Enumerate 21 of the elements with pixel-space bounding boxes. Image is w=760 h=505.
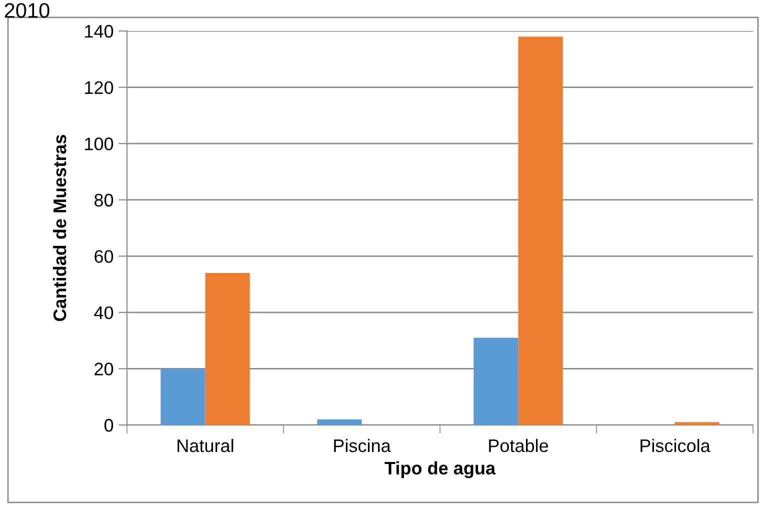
x-axis-title: Tipo de agua — [384, 461, 496, 478]
bar — [674, 422, 720, 425]
y-tick-label: 100 — [85, 138, 114, 150]
x-tick-label: Piscina — [334, 438, 391, 452]
bar — [518, 36, 563, 425]
bar — [474, 338, 518, 425]
y-tick-label: 140 — [85, 24, 114, 38]
bar — [205, 273, 250, 425]
x-tick-label: Natural — [178, 438, 234, 452]
y-tick-label: 80 — [94, 194, 114, 207]
x-tick-label: Potable — [489, 438, 548, 452]
y-tick-label: 0 — [104, 418, 114, 432]
x-tick-label: Piscicola — [640, 438, 710, 452]
bar — [160, 368, 206, 425]
y-tick-label: 20 — [94, 362, 114, 376]
bar — [317, 419, 362, 425]
y-tick-label: 60 — [94, 250, 114, 263]
y-tick-label: 120 — [85, 81, 114, 94]
y-axis-title: Cantidad de Muestras — [52, 134, 66, 322]
chart-title: 2010 — [4, 3, 50, 18]
y-tick-label: 40 — [94, 306, 114, 320]
